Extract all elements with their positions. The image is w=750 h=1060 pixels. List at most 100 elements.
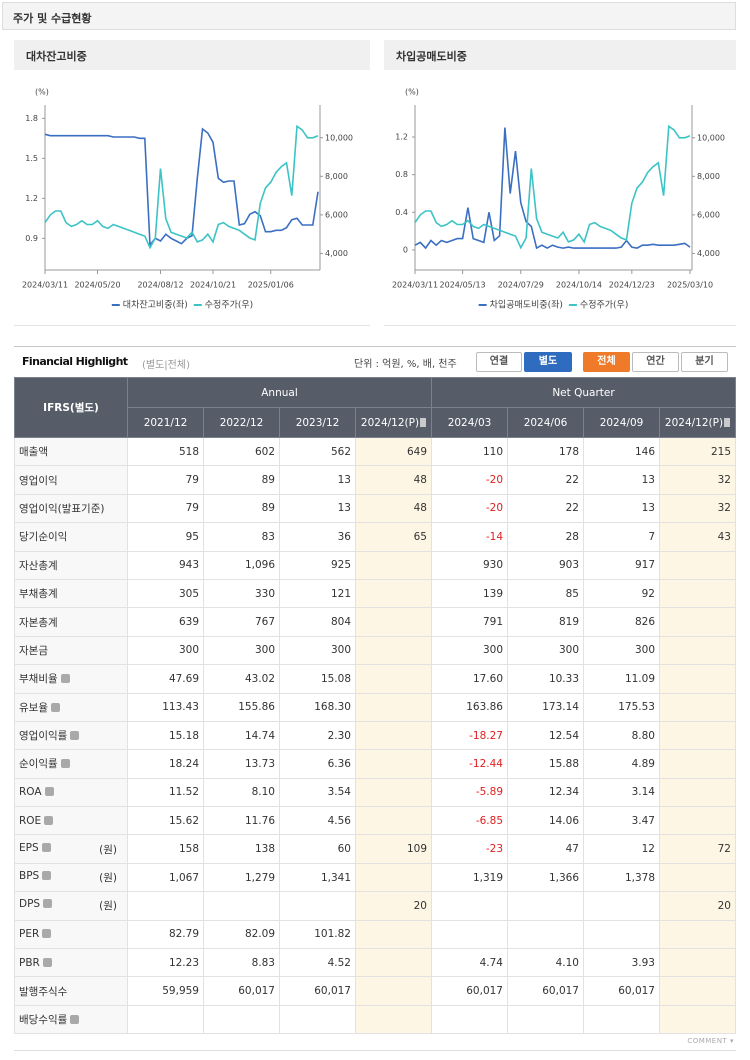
value-cell: 139: [431, 578, 508, 609]
period-header: 2022/12: [203, 407, 280, 438]
value-cell: 14.74: [203, 720, 280, 751]
value-cell: 639: [127, 607, 204, 637]
value-cell: 4.10: [507, 948, 584, 978]
row-label: 유보율: [19, 701, 48, 714]
value-cell: 8.83: [203, 948, 280, 978]
y-tick-label: 0: [403, 245, 408, 254]
value: 1,319: [472, 871, 503, 884]
value-cell: 109: [355, 834, 432, 864]
value-cell: 7: [583, 522, 660, 552]
value: 60,017: [314, 985, 351, 998]
x-tick-label: 2024/07/29: [498, 281, 544, 290]
value: 649: [406, 445, 427, 458]
value-cell: 649: [355, 436, 432, 467]
row-label-cell: 영업이익(발표기준): [14, 493, 128, 524]
value: 1,096: [244, 559, 275, 572]
toggle-button[interactable]: 전체: [583, 352, 630, 372]
value: 13: [337, 474, 351, 487]
value-cell: [659, 578, 736, 609]
help-icon: [44, 787, 54, 797]
comment-toggle[interactable]: COMMENT ▾: [687, 1037, 734, 1045]
value-cell: 903: [507, 550, 584, 580]
value-cell: 59,959: [127, 976, 204, 1006]
value-cell: 101.82: [279, 919, 356, 950]
financial-table: IFRS(별도) Annual Net Quarter 2021/12 2022/12 2…: [14, 377, 736, 1035]
period-label: 2024/12(P): [664, 416, 724, 429]
x-tick-label: 2024/05/13: [440, 281, 486, 290]
legend-item: 대차잔고비중(좌): [111, 299, 188, 311]
value-cell: [583, 919, 660, 950]
row-label-cell: 매출액: [14, 436, 128, 467]
toggle-button[interactable]: 연결: [476, 352, 522, 372]
value: 11.52: [168, 786, 199, 799]
row-label-cell: EPS (원): [14, 834, 128, 864]
value: 767: [254, 616, 275, 629]
value-cell: 1,067: [127, 862, 204, 893]
row-label: 당기순이익: [19, 531, 68, 544]
row-label: DPS: [19, 898, 41, 911]
y2-tick-label: 8,000: [697, 172, 720, 181]
legend-item: 차입공매도비중(좌): [478, 299, 563, 311]
value-cell: 13: [583, 493, 660, 524]
value-cell: [355, 550, 432, 580]
value-cell: 89: [203, 493, 280, 524]
value-cell: 85: [507, 578, 584, 609]
value-cell: 12.23: [127, 948, 204, 978]
row-label-cell: 영업이익률: [14, 720, 128, 751]
value-cell: 43.02: [203, 664, 280, 694]
x-tick-label: 2025/03/10: [667, 281, 713, 290]
value: 3.47: [631, 814, 655, 827]
value: 95: [185, 530, 199, 543]
row-label-cell: 부채비율: [14, 664, 128, 694]
value-cell: [355, 749, 432, 779]
table-row: ROA 11.52 8.10 3.54 -5.89 12.34 3.14: [14, 777, 736, 808]
y-tick-label: 0.9: [25, 234, 38, 243]
value: -14: [485, 530, 503, 543]
toggle-button[interactable]: 연간: [632, 352, 679, 372]
value: 175.53: [618, 701, 655, 714]
value-cell: [431, 1004, 508, 1035]
value-cell: 13: [279, 493, 356, 524]
value-cell: 8.80: [583, 720, 660, 751]
value: 20: [413, 899, 427, 912]
divider: [14, 1050, 736, 1051]
row-label-cell: PBR: [14, 948, 128, 978]
row-label: 부채비율: [19, 673, 58, 686]
value-cell: 121: [279, 578, 356, 609]
value: 12.54: [548, 729, 579, 742]
row-label: 자본총계: [19, 616, 58, 629]
legend-label: 대차잔고비중(좌): [123, 299, 188, 311]
x-tick-label: 2024/03/11: [22, 281, 68, 290]
period-label: 2024/03: [447, 416, 492, 429]
row-label-cell: 자산총계: [14, 550, 128, 580]
series-line: [44, 127, 319, 248]
value-cell: 48: [355, 493, 432, 524]
value: 60,017: [238, 985, 275, 998]
toggle-button[interactable]: 분기: [681, 352, 728, 372]
help-icon: [43, 899, 53, 909]
value-cell: 173.14: [507, 692, 584, 722]
corner-header: IFRS(별도): [14, 377, 128, 438]
value: 930: [482, 559, 503, 572]
x-tick-label: 2024/12/23: [609, 281, 655, 290]
value: 28: [565, 530, 579, 543]
value: 17.60: [472, 672, 503, 685]
help-icon: [42, 871, 52, 881]
toggle-button[interactable]: 별도: [524, 352, 572, 372]
value-cell: 60,017: [431, 976, 508, 1006]
row-label: ROE: [19, 814, 42, 827]
value: 14.74: [244, 729, 275, 742]
value-cell: 1,378: [583, 862, 660, 893]
header-row: 2021/12 2022/12 2023/12 2024/12(P) 2024/03 20…: [15, 407, 736, 438]
value-cell: 1,319: [431, 862, 508, 893]
value-cell: 168.30: [279, 692, 356, 722]
value: 178: [558, 445, 579, 458]
row-label-cell: 영업이익: [14, 465, 128, 495]
value: 36: [337, 530, 351, 543]
value: -20: [485, 474, 503, 487]
value-cell: [431, 919, 508, 950]
value-cell: 12.54: [507, 720, 584, 751]
value-cell: [583, 1004, 660, 1035]
value: 330: [254, 587, 275, 600]
row-label: 영업이익(발표기준): [19, 502, 105, 515]
